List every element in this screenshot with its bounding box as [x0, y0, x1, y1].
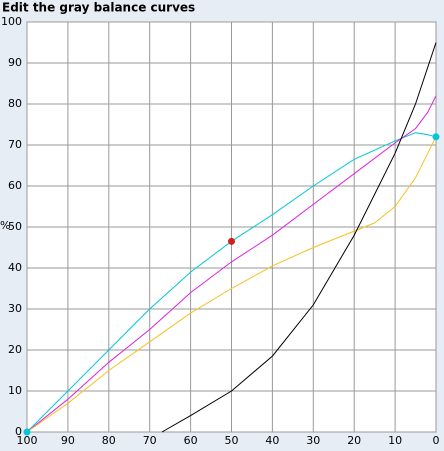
- x-tick-label: 40: [265, 434, 279, 447]
- x-tick-label: 50: [225, 434, 239, 447]
- x-tick-label: 30: [306, 434, 320, 447]
- control-point: [432, 133, 440, 141]
- x-tick-label: 100: [17, 434, 38, 447]
- chart-title: Edit the gray balance curves: [2, 1, 195, 15]
- y-tick-label: 30: [8, 302, 22, 315]
- curve: [26, 132, 437, 433]
- y-tick-label: 40: [8, 261, 22, 274]
- y-tick-label: 60: [8, 179, 22, 192]
- y-tick-label: 100: [1, 15, 22, 28]
- y-tick-label: 10: [8, 384, 22, 397]
- y-tick-label: 20: [8, 343, 22, 356]
- x-tick-label: 60: [184, 434, 198, 447]
- x-tick-label: 20: [347, 434, 361, 447]
- curve: [26, 136, 437, 433]
- curve: [26, 95, 437, 433]
- y-tick-label: 80: [8, 97, 22, 110]
- y-tick-label: 50: [8, 220, 22, 233]
- x-tick-label: 10: [388, 434, 402, 447]
- x-tick-label: 80: [102, 434, 116, 447]
- control-point: [23, 428, 31, 436]
- curve: [161, 42, 437, 433]
- x-tick-label: 90: [61, 434, 75, 447]
- x-tick-label: 70: [143, 434, 157, 447]
- y-tick-label: 90: [8, 56, 22, 69]
- y-tick-label: 0: [15, 425, 22, 438]
- y-tick-label: 70: [8, 138, 22, 151]
- control-point: [228, 237, 235, 245]
- x-tick-label: 0: [433, 434, 440, 447]
- y-axis-label: %: [0, 219, 10, 232]
